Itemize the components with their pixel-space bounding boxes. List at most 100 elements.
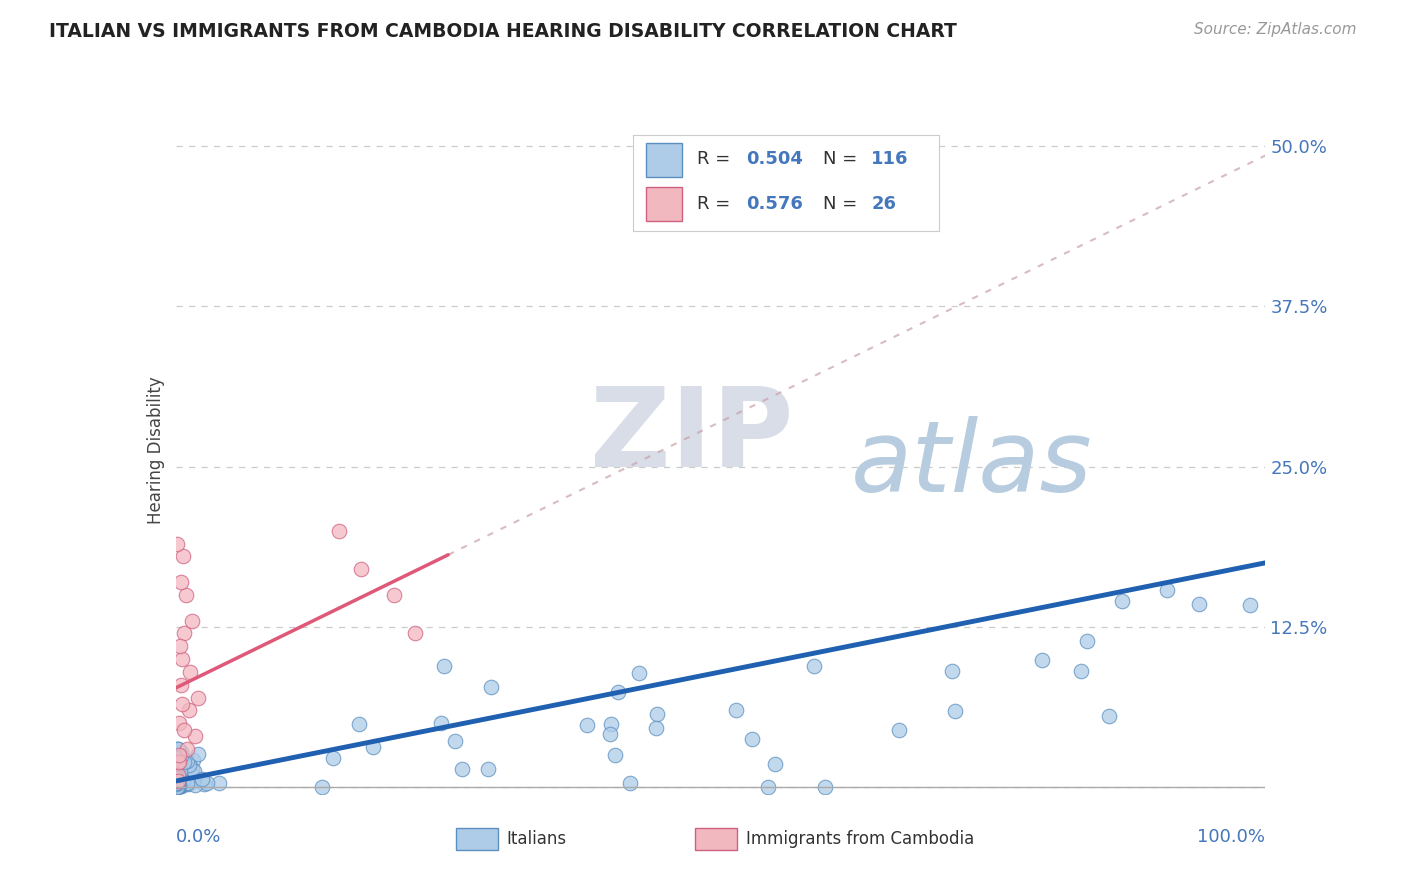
Text: R =: R = — [697, 150, 731, 168]
Point — [724, 702, 747, 716]
Point — [172, 770, 194, 784]
Point — [1188, 598, 1211, 612]
Point — [433, 659, 456, 673]
Point — [177, 757, 200, 772]
Point — [181, 753, 204, 767]
Point — [173, 777, 195, 791]
Point — [814, 780, 837, 795]
Point — [172, 549, 194, 564]
Point — [177, 776, 200, 790]
Point — [166, 767, 188, 781]
Point — [170, 779, 193, 793]
Point — [165, 772, 187, 786]
Point — [165, 777, 187, 791]
Text: 0.576: 0.576 — [747, 194, 803, 213]
Point — [165, 767, 187, 781]
Point — [165, 774, 187, 789]
Point — [170, 748, 193, 763]
Point — [619, 776, 641, 790]
Point — [170, 779, 193, 793]
Point — [191, 772, 214, 786]
Point — [208, 776, 231, 790]
Point — [1098, 709, 1121, 723]
Point — [166, 762, 188, 776]
Point — [350, 562, 373, 576]
Point — [174, 588, 197, 602]
Point — [1031, 653, 1053, 667]
Point — [166, 755, 188, 769]
Point — [606, 684, 628, 698]
Point — [167, 777, 190, 791]
Point — [165, 771, 187, 785]
Point — [165, 776, 187, 790]
Point — [167, 755, 190, 769]
Text: 100.0%: 100.0% — [1198, 828, 1265, 847]
Point — [172, 652, 194, 666]
Text: Source: ZipAtlas.com: Source: ZipAtlas.com — [1194, 22, 1357, 37]
Point — [173, 626, 195, 640]
Text: ZIP: ZIP — [591, 384, 793, 491]
Point — [166, 768, 188, 782]
Point — [173, 755, 195, 769]
Point — [361, 739, 384, 754]
Point — [183, 764, 205, 778]
Point — [165, 779, 187, 793]
Point — [167, 778, 190, 792]
Text: Italians: Italians — [506, 830, 567, 848]
Point — [172, 773, 194, 788]
Point — [169, 757, 191, 772]
Point — [166, 775, 188, 789]
Point — [803, 659, 825, 673]
Point — [1070, 664, 1092, 678]
Text: N =: N = — [823, 194, 856, 213]
Point — [1239, 598, 1261, 612]
Point — [166, 776, 188, 790]
Point — [167, 778, 190, 792]
Point — [169, 749, 191, 764]
Point — [479, 680, 502, 694]
Point — [165, 769, 187, 783]
Point — [165, 778, 187, 792]
Point — [176, 742, 198, 756]
Point — [165, 755, 187, 769]
Point — [1156, 583, 1178, 598]
Point — [165, 779, 187, 793]
Point — [169, 772, 191, 787]
Point — [599, 717, 621, 731]
Point — [943, 704, 966, 718]
Point — [328, 524, 350, 538]
Point — [756, 780, 779, 795]
Point — [180, 767, 202, 781]
Point — [167, 779, 190, 793]
Point — [167, 779, 190, 793]
Point — [443, 734, 465, 748]
Point — [165, 764, 187, 778]
Point — [167, 755, 190, 769]
Point — [170, 678, 193, 692]
Point — [166, 772, 188, 787]
Text: atlas: atlas — [852, 416, 1092, 513]
Point — [176, 754, 198, 768]
Point — [183, 778, 205, 792]
Point — [167, 776, 190, 790]
Text: 0.0%: 0.0% — [176, 828, 221, 847]
Point — [167, 754, 190, 768]
Point — [450, 762, 472, 776]
Point — [477, 762, 499, 776]
Point — [165, 773, 187, 788]
Point — [169, 746, 191, 760]
Point — [165, 770, 187, 784]
Point — [166, 751, 188, 765]
Text: 0.504: 0.504 — [747, 150, 803, 168]
Point — [167, 774, 190, 789]
Point — [167, 748, 190, 763]
Point — [165, 760, 187, 774]
Point — [169, 639, 191, 653]
Point — [628, 665, 651, 680]
Point — [167, 778, 190, 792]
Point — [187, 747, 209, 762]
FancyBboxPatch shape — [645, 187, 682, 221]
Point — [599, 727, 621, 741]
Text: N =: N = — [823, 150, 856, 168]
Point — [166, 536, 188, 550]
